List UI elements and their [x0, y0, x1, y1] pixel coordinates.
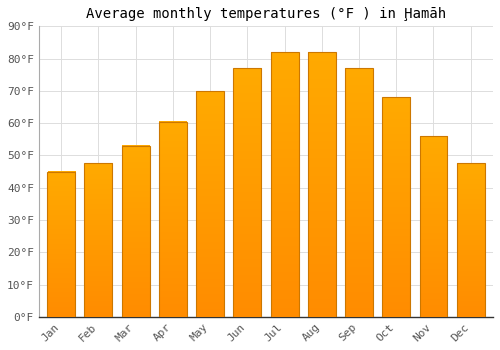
Bar [420, 136, 448, 317]
Bar [84, 163, 112, 317]
Bar [159, 121, 187, 317]
Bar [122, 146, 150, 317]
Bar [382, 97, 410, 317]
Title: Average monthly temperatures (°F ) in Ḩamāh: Average monthly temperatures (°F ) in Ḩa… [86, 7, 446, 21]
Bar [345, 68, 373, 317]
Bar [270, 52, 298, 317]
Bar [382, 97, 410, 317]
Bar [234, 68, 262, 317]
Bar [345, 68, 373, 317]
Bar [47, 172, 75, 317]
Bar [420, 136, 448, 317]
Bar [457, 163, 484, 317]
Bar [122, 146, 150, 317]
Bar [308, 52, 336, 317]
Bar [270, 52, 298, 317]
Bar [84, 163, 112, 317]
Bar [159, 121, 187, 317]
Bar [457, 163, 484, 317]
Bar [234, 68, 262, 317]
Bar [196, 91, 224, 317]
Bar [47, 172, 75, 317]
Bar [308, 52, 336, 317]
Bar [196, 91, 224, 317]
